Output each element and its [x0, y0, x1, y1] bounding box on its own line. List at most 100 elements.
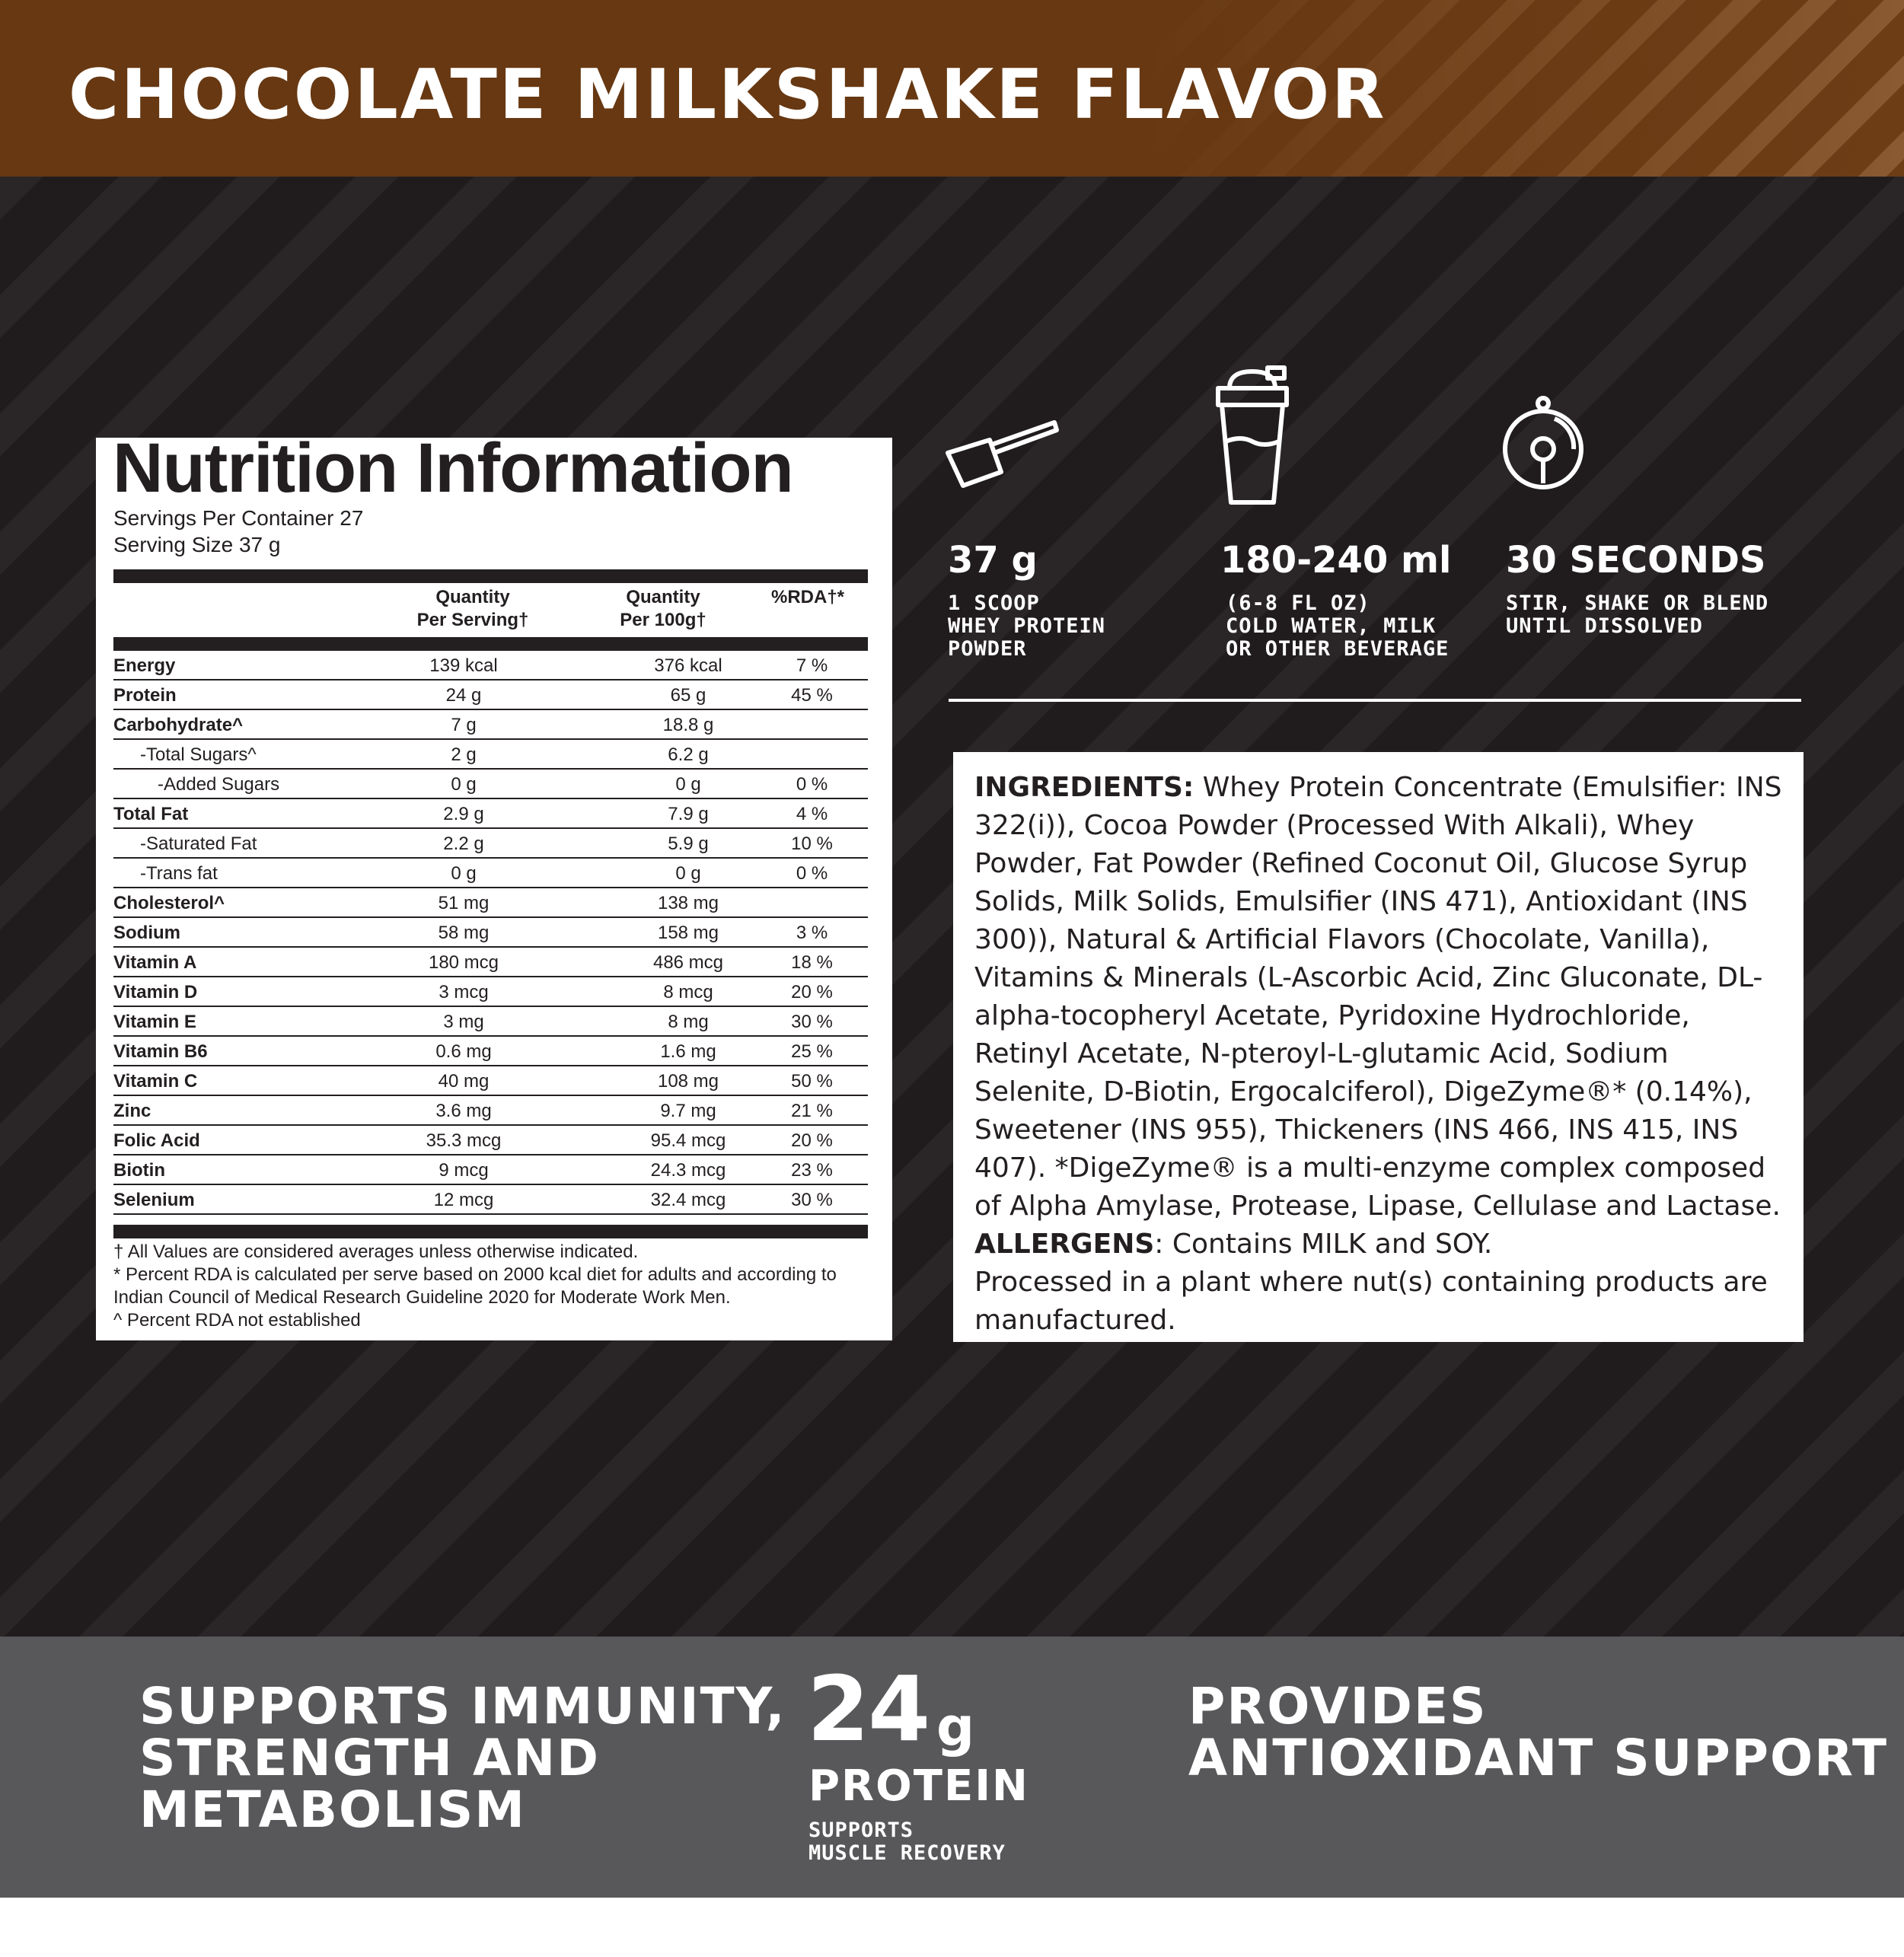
table-row: Vitamin A 180 mcg 486 mcg 18 % [113, 948, 868, 977]
per-serving-value: 0.6 mg [435, 1041, 492, 1062]
nutrient-name: Energy [113, 655, 176, 676]
nutrient-name: Sodium [113, 923, 180, 943]
per-serving-value: 3 mg [443, 1012, 484, 1032]
per-serving-value: 2 g [451, 744, 477, 765]
per-100g-value: 5.9 g [668, 833, 709, 854]
liquid-text: (6-8 FL OZ) COLD WATER, MILK OR OTHER BE… [1226, 591, 1450, 661]
nutrient-name: Zinc [113, 1101, 151, 1121]
flavor-banner: CHOCOLATE MILKSHAKE FLAVOR [0, 0, 1904, 177]
col-header-serving: Quantity Per Serving† [416, 587, 529, 630]
nutrient-name: Protein [113, 685, 177, 706]
mix-text: STIR, SHAKE OR BLEND UNTIL DISSOLVED [1506, 591, 1769, 638]
rda-value: 0 % [796, 863, 828, 884]
per-serving-value: 51 mg [438, 893, 490, 913]
per-serving-value: 2.2 g [443, 833, 484, 854]
rda-value: 21 % [791, 1101, 833, 1121]
per-100g-value: 7.9 g [668, 804, 709, 824]
scoop-amount: 37 g [948, 539, 1038, 582]
protein-label: PROTEIN [808, 1761, 1029, 1811]
per-100g-value: 486 mcg [652, 952, 724, 973]
nutrition-table: Energy 139 kcal 376 kcal 7 % Protein 24 g… [113, 651, 868, 1215]
table-row: Sodium 58 mg 158 mg 3 % [113, 918, 868, 948]
per-serving-value: 58 mg [438, 923, 490, 943]
liquid-amount: 180-240 ml [1220, 539, 1452, 582]
nutrient-name: Vitamin A [113, 952, 197, 973]
rda-value: 23 % [791, 1160, 833, 1181]
footnote-3: ^ Percent RDA not established [113, 1310, 361, 1331]
ingredients-text: Whey Protein Concentrate (Emulsifier: IN… [974, 772, 1782, 1222]
per-serving-value: 35.3 mcg [426, 1130, 502, 1151]
scoop-text: 1 SCOOP WHEY PROTEIN POWDER [948, 591, 1106, 661]
col-header-100g: Quantity Per 100g† [620, 587, 706, 630]
per-serving-value: 24 g [445, 685, 482, 706]
per-100g-value: 0 g [675, 863, 701, 884]
nutrient-name: -Total Sugars^ [140, 744, 257, 765]
nutrient-name: Vitamin E [113, 1012, 196, 1032]
per-100g-value: 32.4 mcg [650, 1190, 726, 1210]
nutrient-name: Folic Acid [113, 1130, 200, 1151]
allergens-text: : Contains MILK and SOY. [1154, 1229, 1493, 1260]
ingredients-panel: INGREDIENTS: Whey Protein Concentrate (E… [953, 752, 1804, 1342]
protein-value: 24 [807, 1656, 930, 1761]
per-serving-value: 3.6 mg [435, 1101, 492, 1121]
table-row: Total Fat 2.9 g 7.9 g 4 % [113, 799, 868, 829]
per-100g-value: 9.7 mg [660, 1101, 716, 1121]
table-row: -Trans fat 0 g 0 g 0 % [113, 859, 868, 888]
protein-unit: g [936, 1696, 975, 1758]
rda-value: 50 % [791, 1071, 833, 1092]
per-100g-value: 138 mg [657, 893, 719, 913]
rda-value: 4 % [796, 804, 828, 824]
per-100g-value: 8 mg [668, 1012, 709, 1032]
table-row: Vitamin D 3 mcg 8 mcg 20 % [113, 977, 868, 1007]
per-serving-value: 2.9 g [443, 804, 484, 824]
nutrient-name: Vitamin B6 [113, 1041, 208, 1062]
table-row: Folic Acid 35.3 mcg 95.4 mcg 20 % [113, 1126, 868, 1155]
scoop-icon [946, 420, 1059, 488]
table-row: Zinc 3.6 mg 9.7 mg 21 % [113, 1096, 868, 1126]
per-100g-value: 158 mg [657, 923, 719, 943]
rda-value: 25 % [791, 1041, 833, 1062]
per-serving-value: 139 kcal [429, 655, 498, 676]
per-serving-value: 7 g [451, 715, 477, 735]
rda-value: 45 % [791, 685, 833, 706]
nutrient-name: -Trans fat [140, 863, 218, 884]
nutrient-name: Biotin [113, 1160, 165, 1181]
processed-note: Processed in a plant where nut(s) contai… [974, 1267, 1768, 1336]
per-serving-value: 9 mcg [439, 1160, 489, 1181]
per-100g-value: 18.8 g [662, 715, 714, 735]
per-100g-value: 24.3 mcg [650, 1160, 726, 1181]
per-serving-value: 0 g [451, 774, 477, 795]
protein-sub: SUPPORTS MUSCLE RECOVERY [808, 1818, 1006, 1865]
nutrient-name: Cholesterol^ [113, 893, 225, 913]
ingredients-label: INGREDIENTS: [974, 772, 1194, 803]
table-row: Vitamin C 40 mg 108 mg 50 % [113, 1066, 868, 1096]
per-serving-value: 180 mcg [428, 952, 499, 973]
footnote-1: † All Values are considered averages unl… [113, 1241, 639, 1262]
table-row: -Total Sugars^ 2 g 6.2 g [113, 740, 868, 770]
table-row: -Saturated Fat 2.2 g 5.9 g 10 % [113, 829, 868, 859]
timer-icon [1503, 396, 1583, 489]
nutrient-name: Total Fat [113, 804, 189, 824]
per-100g-value: 8 mcg [663, 982, 713, 1002]
table-row: Carbohydrate^ 7 g 18.8 g [113, 710, 868, 740]
nutrient-name: Selenium [113, 1190, 195, 1210]
divider-bar [113, 569, 868, 583]
shaker-icon [1216, 365, 1289, 505]
nutrient-name: Vitamin C [113, 1071, 198, 1092]
table-row: -Added Sugars 0 g 0 g 0 % [113, 770, 868, 799]
per-100g-value: 108 mg [657, 1071, 719, 1092]
benefit-antioxidant: PROVIDES ANTIOXIDANT SUPPORT [1188, 1677, 1889, 1787]
rda-value: 30 % [791, 1190, 833, 1210]
rda-value: 10 % [791, 833, 833, 854]
nutrition-panel: Nutrition Information Servings Per Conta… [96, 433, 892, 1340]
benefit-immunity: SUPPORTS IMMUNITY, STRENGTH AND METABOLI… [139, 1677, 786, 1839]
rda-value: 18 % [791, 952, 833, 973]
rda-value: 30 % [791, 1012, 833, 1032]
nutrient-name: Vitamin D [113, 982, 198, 1002]
flavor-title: CHOCOLATE MILKSHAKE FLAVOR [69, 55, 1387, 135]
per-serving-value: 12 mcg [433, 1190, 494, 1210]
rda-value: 0 % [796, 774, 828, 795]
nutrient-name: Carbohydrate^ [113, 715, 244, 735]
rda-value: 3 % [796, 923, 828, 943]
footnote-2: * Percent RDA is calculated per serve ba… [113, 1264, 837, 1308]
